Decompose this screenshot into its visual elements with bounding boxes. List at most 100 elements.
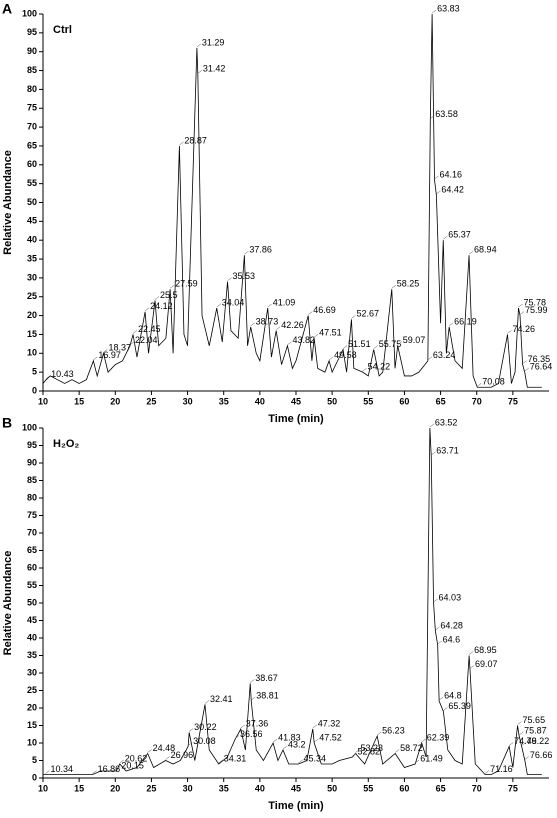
peak-label: 76.64 — [530, 362, 553, 372]
peak-label: 36.56 — [240, 729, 263, 739]
annotation-leader — [469, 665, 475, 669]
y-tick-label: 20 — [27, 310, 37, 320]
y-tick-label: 30 — [27, 272, 37, 282]
x-tick-label: 75 — [508, 783, 518, 793]
annotation-leader — [397, 341, 402, 345]
peak-label: 63.58 — [435, 109, 458, 119]
peak-label: 62.39 — [427, 732, 450, 742]
annotation-leader — [438, 696, 444, 701]
annotation-leader — [518, 303, 523, 308]
x-tick-label: 70 — [472, 783, 482, 793]
y-tick-label: 40 — [27, 235, 37, 245]
peak-label: 22.45 — [138, 324, 161, 334]
annotation-leader — [251, 696, 256, 701]
y-tick-label: 60 — [27, 562, 37, 572]
annotation-leader — [377, 731, 382, 736]
peak-label: 64.16 — [439, 169, 462, 179]
annotation-leader — [267, 303, 272, 308]
peak-label: 34.31 — [224, 753, 247, 763]
peak-label: 38.81 — [256, 690, 279, 700]
annotation-leader — [218, 759, 223, 764]
annotation-leader — [234, 735, 240, 739]
annotation-leader — [517, 721, 522, 725]
panel-label: A — [2, 1, 12, 17]
y-tick-label: 10 — [27, 348, 37, 358]
y-tick-label: 45 — [27, 615, 37, 625]
annotation-leader — [373, 345, 378, 349]
y-tick-label: 35 — [27, 650, 37, 660]
annotation-leader — [119, 759, 124, 764]
y-tick-label: 65 — [27, 545, 37, 555]
annotation-leader — [276, 326, 281, 330]
peak-label: 43.2 — [288, 739, 306, 749]
peak-label: 64.03 — [439, 592, 462, 602]
y-tick-label: 60 — [27, 159, 37, 169]
peak-label: 42.26 — [281, 320, 304, 330]
annotation-leader — [179, 141, 184, 146]
peak-label: 47.52 — [319, 732, 342, 742]
annotation-leader — [395, 749, 400, 753]
peak-label: 47.51 — [319, 328, 342, 338]
annotation-leader — [308, 311, 313, 315]
annotation-leader — [287, 341, 292, 345]
peak-label: 63.83 — [437, 3, 460, 13]
annotation-leader — [522, 360, 527, 364]
annotation-leader — [519, 311, 525, 315]
peak-label: 61.49 — [420, 753, 443, 763]
y-tick-label: 40 — [27, 632, 37, 642]
x-tick-label: 15 — [74, 783, 84, 793]
annotation-leader — [93, 356, 98, 361]
peak-label: 68.94 — [474, 245, 497, 255]
peak-label: 18.37 — [109, 343, 132, 353]
y-axis-title: Relative Abundance — [2, 150, 14, 255]
x-tick-label: 40 — [255, 396, 265, 406]
y-tick-label: 0 — [32, 385, 37, 395]
annotation-leader — [429, 423, 435, 428]
peak-label: 74.49 — [514, 736, 537, 746]
x-tick-label: 60 — [399, 783, 409, 793]
annotation-leader — [313, 334, 319, 338]
y-tick-label: 5 — [32, 367, 37, 377]
peak-label: 70.08 — [482, 377, 505, 387]
peak-label: 66.19 — [454, 316, 477, 326]
x-tick-label: 55 — [363, 783, 373, 793]
annotation-leader — [427, 356, 432, 361]
peak-label: 30.08 — [193, 736, 216, 746]
annotation-leader — [328, 356, 334, 361]
x-tick-label: 65 — [436, 783, 446, 793]
x-tick-label: 60 — [399, 396, 409, 406]
x-tick-label: 55 — [363, 396, 373, 406]
annotation-leader — [524, 367, 529, 372]
x-tick-label: 65 — [436, 396, 446, 406]
annotation-leader — [129, 341, 135, 345]
annotation-leader — [352, 752, 357, 757]
annotation-leader — [435, 626, 440, 631]
y-tick-label: 0 — [32, 772, 37, 782]
annotation-leader — [421, 738, 426, 743]
peak-label: 49.58 — [334, 350, 357, 360]
peak-label: 52.67 — [356, 309, 379, 319]
annotation-leader — [437, 640, 442, 645]
x-tick-label: 30 — [183, 783, 193, 793]
peak-label: 58.72 — [400, 743, 423, 753]
peak-label: 26.96 — [171, 750, 194, 760]
annotation-leader — [342, 345, 348, 349]
x-tick-label: 50 — [327, 783, 337, 793]
annotation-leader — [355, 749, 360, 753]
peak-label: 68.95 — [474, 645, 497, 655]
x-axis-title: Time (min) — [268, 413, 324, 425]
peak-label: 56.23 — [382, 725, 405, 735]
peak-label: 53.23 — [360, 743, 383, 753]
y-tick-label: 50 — [27, 197, 37, 207]
peak-label: 76.35 — [528, 354, 551, 364]
annotation-leader — [433, 598, 438, 603]
y-tick-label: 55 — [27, 178, 37, 188]
y-tick-label: 30 — [27, 667, 37, 677]
peak-label: 46.69 — [313, 305, 336, 315]
x-tick-label: 50 — [327, 396, 337, 406]
annotation-leader — [170, 285, 175, 289]
annotation-leader — [443, 707, 448, 711]
x-tick-label: 20 — [110, 396, 120, 406]
annotation-leader — [45, 770, 50, 774]
peak-label: 41.09 — [273, 297, 296, 307]
